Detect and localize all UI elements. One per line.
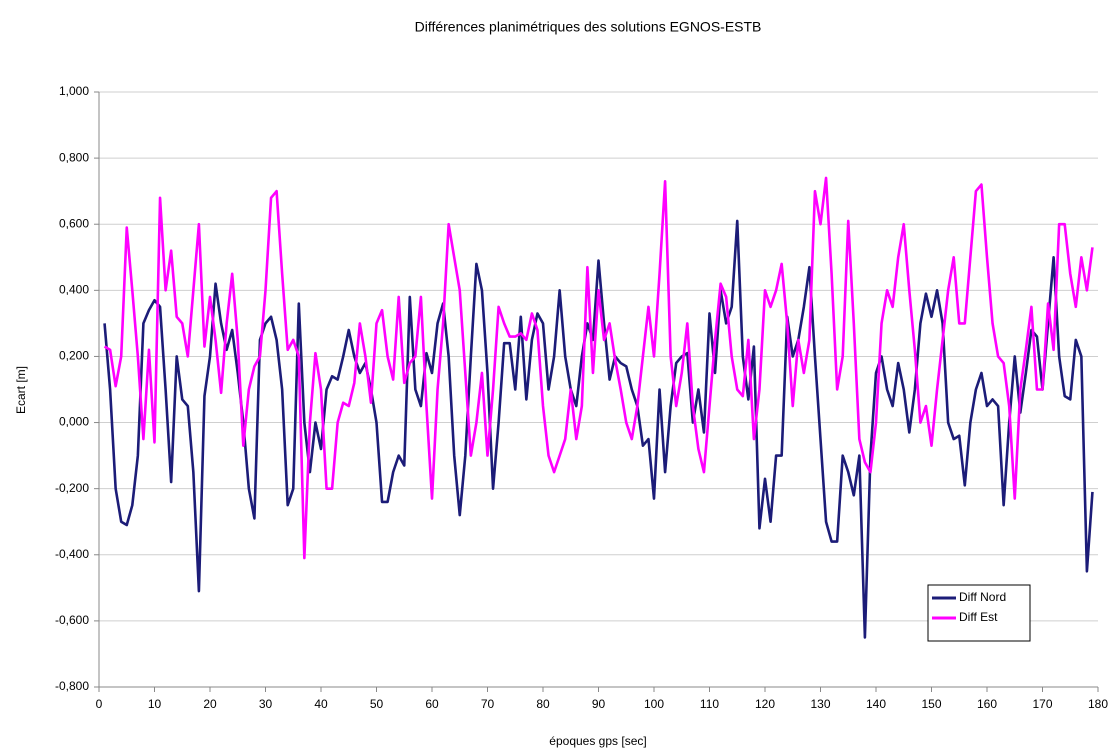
y-tick-label: 1,000	[59, 84, 89, 98]
legend-label: Diff Nord	[959, 590, 1006, 604]
x-tick-label: 60	[425, 697, 439, 711]
x-tick-label: 100	[644, 697, 664, 711]
y-tick-label: -0,600	[55, 613, 89, 627]
x-tick-label: 110	[700, 697, 719, 711]
series-line	[103, 176, 1094, 560]
y-tick-label: 0,200	[59, 349, 89, 363]
x-tick-label: 20	[203, 697, 217, 711]
legend-label: Diff Est	[959, 610, 998, 624]
y-tick-label: -0,200	[55, 481, 89, 495]
x-tick-label: 0	[96, 697, 103, 711]
x-tick-label: 90	[592, 697, 606, 711]
y-tick-label: -0,800	[55, 679, 89, 693]
x-tick-label: 10	[148, 697, 162, 711]
y-axis-label: Ecart [m]	[14, 366, 28, 414]
y-tick-label: 0,800	[59, 150, 89, 164]
series-line	[103, 219, 1094, 639]
x-tick-label: 40	[314, 697, 328, 711]
x-tick-label: 120	[755, 697, 775, 711]
x-tick-label: 130	[810, 697, 830, 711]
y-tick-label: 0,000	[59, 415, 89, 429]
y-tick-label: -0,400	[55, 547, 89, 561]
chart-title: Différences planimétriques des solutions…	[415, 19, 762, 35]
x-tick-label: 160	[977, 697, 997, 711]
y-tick-label: 0,400	[59, 283, 89, 297]
x-tick-label: 80	[536, 697, 550, 711]
x-tick-label: 70	[481, 697, 495, 711]
y-tick-label: 0,600	[59, 216, 89, 230]
x-tick-label: 50	[370, 697, 384, 711]
x-tick-label: 30	[259, 697, 273, 711]
x-tick-label: 170	[1032, 697, 1052, 711]
x-axis-label: époques gps [sec]	[549, 734, 646, 748]
x-tick-label: 150	[921, 697, 941, 711]
x-tick-label: 180	[1088, 697, 1108, 711]
legend-box	[927, 584, 1031, 642]
x-tick-label: 140	[866, 697, 886, 711]
